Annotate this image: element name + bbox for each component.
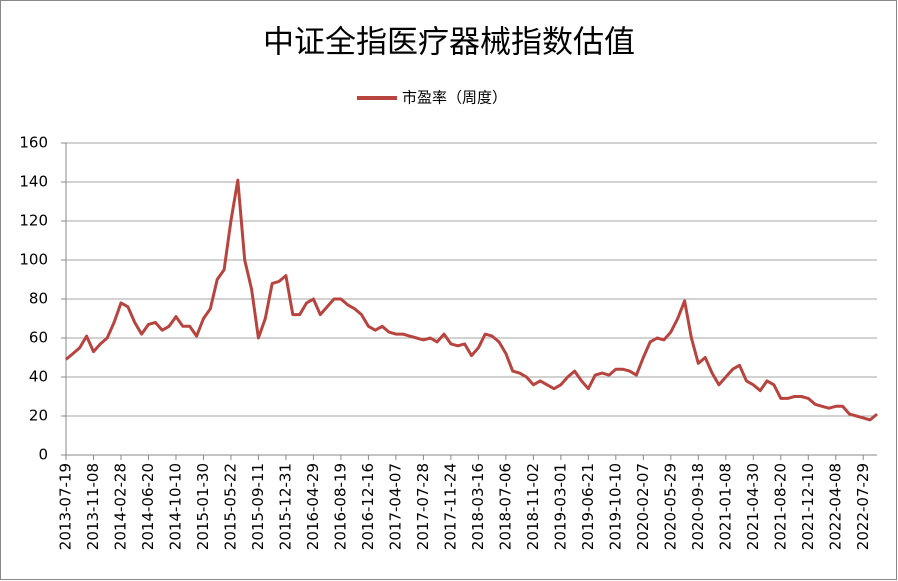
x-tick-label: 2014-02-28 xyxy=(111,463,129,550)
y-tick-label: 120 xyxy=(19,212,48,230)
x-tick-label: 2018-07-06 xyxy=(496,463,514,550)
chart-title: 中证全指医疗器械指数估值 xyxy=(263,25,635,61)
x-tick-label: 2015-05-22 xyxy=(221,463,239,550)
x-tick-label: 2020-02-07 xyxy=(634,463,652,550)
data-line xyxy=(65,178,878,422)
x-tick-label: 2018-03-16 xyxy=(469,463,487,550)
x-tick-label: 2016-08-19 xyxy=(331,463,349,550)
x-tick-label: 2017-07-28 xyxy=(414,463,432,550)
x-tick-label: 2017-04-07 xyxy=(386,463,404,550)
x-tick-label: 2020-09-18 xyxy=(689,463,707,550)
x-tick-label: 2015-09-11 xyxy=(249,463,267,550)
y-tick-label: 20 xyxy=(29,407,48,425)
y-tick-label: 80 xyxy=(29,290,48,308)
y-tick-label: 40 xyxy=(29,368,48,386)
y-tick-label: 160 xyxy=(19,134,48,152)
legend-label: 市盈率（周度） xyxy=(402,89,507,107)
x-tick-label: 2022-07-29 xyxy=(854,463,872,550)
x-tick-label: 2021-04-30 xyxy=(744,463,762,550)
legend: 市盈率（周度） xyxy=(357,89,507,107)
x-tick-label: 2016-12-16 xyxy=(359,463,377,550)
x-tick-label: 2016-04-29 xyxy=(304,463,322,550)
y-tick-label: 0 xyxy=(38,446,48,464)
x-tick-label: 2017-11-24 xyxy=(441,463,459,550)
x-tick-label: 2013-11-08 xyxy=(84,463,102,550)
x-tick-label: 2014-06-20 xyxy=(139,463,157,550)
y-tick-label: 100 xyxy=(19,251,48,269)
x-tick-label: 2021-08-20 xyxy=(771,463,789,550)
x-tick-label: 2018-11-02 xyxy=(524,463,542,550)
x-tick-label: 2022-04-08 xyxy=(826,463,844,550)
x-tick-label: 2021-01-08 xyxy=(716,463,734,550)
y-tick-label: 60 xyxy=(29,329,48,347)
x-tick-label: 2019-03-01 xyxy=(551,463,569,550)
x-tick-label: 2015-01-30 xyxy=(194,463,212,550)
x-tick-label: 2019-06-21 xyxy=(579,463,597,550)
x-tick-label: 2014-10-10 xyxy=(166,463,184,550)
x-tick-label: 2020-05-29 xyxy=(661,463,679,550)
x-tick-label: 2013-07-19 xyxy=(57,463,75,550)
x-tick-label: 2015-12-31 xyxy=(276,463,294,550)
y-tick-label: 140 xyxy=(19,173,48,191)
x-tick-label: 2019-10-10 xyxy=(606,463,624,550)
x-tick-label: 2021-12-10 xyxy=(799,463,817,550)
